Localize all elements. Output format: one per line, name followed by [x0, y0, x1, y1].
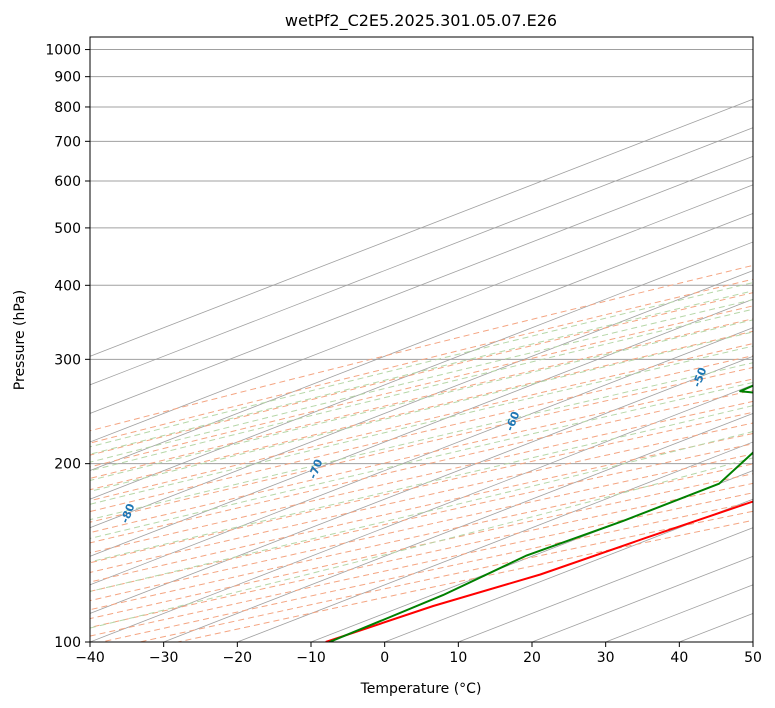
x-tick-label: 10 [449, 650, 467, 666]
isotherm-line [90, 212, 753, 472]
x-tick-label: −10 [296, 650, 326, 666]
x-tick-label: −40 [75, 650, 105, 666]
moist-adiabat [90, 308, 753, 472]
isotherm-line [162, 412, 753, 642]
plot-frame [89, 36, 754, 643]
y-tick-label: 400 [54, 278, 81, 294]
dry-adiabat [90, 366, 753, 523]
isotherm-line [309, 470, 753, 642]
isotherm-line [90, 184, 753, 443]
x-tick-label: −30 [149, 650, 179, 666]
dewpoint-profile [329, 384, 753, 642]
y-tick-label: 900 [54, 70, 81, 86]
y-tick-label: 700 [54, 134, 81, 150]
y-tick-label: 800 [54, 100, 81, 116]
isotherm-line [236, 441, 753, 642]
x-tick-label: 20 [523, 650, 541, 666]
isotherm-line [90, 298, 753, 557]
y-tick-label: 600 [54, 174, 81, 190]
y-tick-label: 1000 [45, 43, 81, 59]
x-tick-label: 40 [670, 650, 688, 666]
isotherm-line [90, 384, 753, 642]
x-tick-label: 0 [380, 650, 389, 666]
grid-layer [90, 49, 753, 642]
series-layer [325, 384, 753, 642]
y-tick-label: 200 [54, 457, 81, 473]
y-tick-label: 300 [54, 352, 81, 368]
moist-adiabat [90, 381, 753, 539]
isotherm-line [90, 98, 753, 357]
isotherm-line [90, 155, 753, 414]
x-axis-title: Temperature (°C) [360, 681, 482, 697]
isotherm-line [90, 270, 753, 529]
isotherm-line [457, 527, 753, 642]
isotherm-line [90, 355, 753, 614]
y-tick-label: 100 [54, 635, 81, 651]
dry-adiabat [90, 318, 753, 479]
chart-title: wetPf2_C2E5.2025.301.05.07.E26 [285, 11, 557, 31]
x-tick-label: −20 [223, 650, 253, 666]
x-tick-label: 30 [597, 650, 615, 666]
dry-adiabat [90, 343, 753, 502]
isotherm-line [90, 327, 753, 586]
isotherm-line [383, 498, 753, 642]
moist-adiabat [90, 362, 753, 521]
y-tick-label: 500 [54, 221, 81, 237]
dry-adiabat [90, 292, 753, 456]
y-axis: 100 200 300 400 500 600 700 800 900 1000 [45, 43, 90, 651]
x-tick-label: 50 [744, 650, 762, 666]
dry-adiabat [90, 264, 753, 432]
temperature-profile [325, 500, 753, 642]
isotherm-line [90, 127, 753, 386]
y-axis-title: Pressure (hPa) [12, 290, 28, 390]
x-axis: −40 −30 −20 −10 0 10 20 30 40 50 [75, 642, 762, 666]
